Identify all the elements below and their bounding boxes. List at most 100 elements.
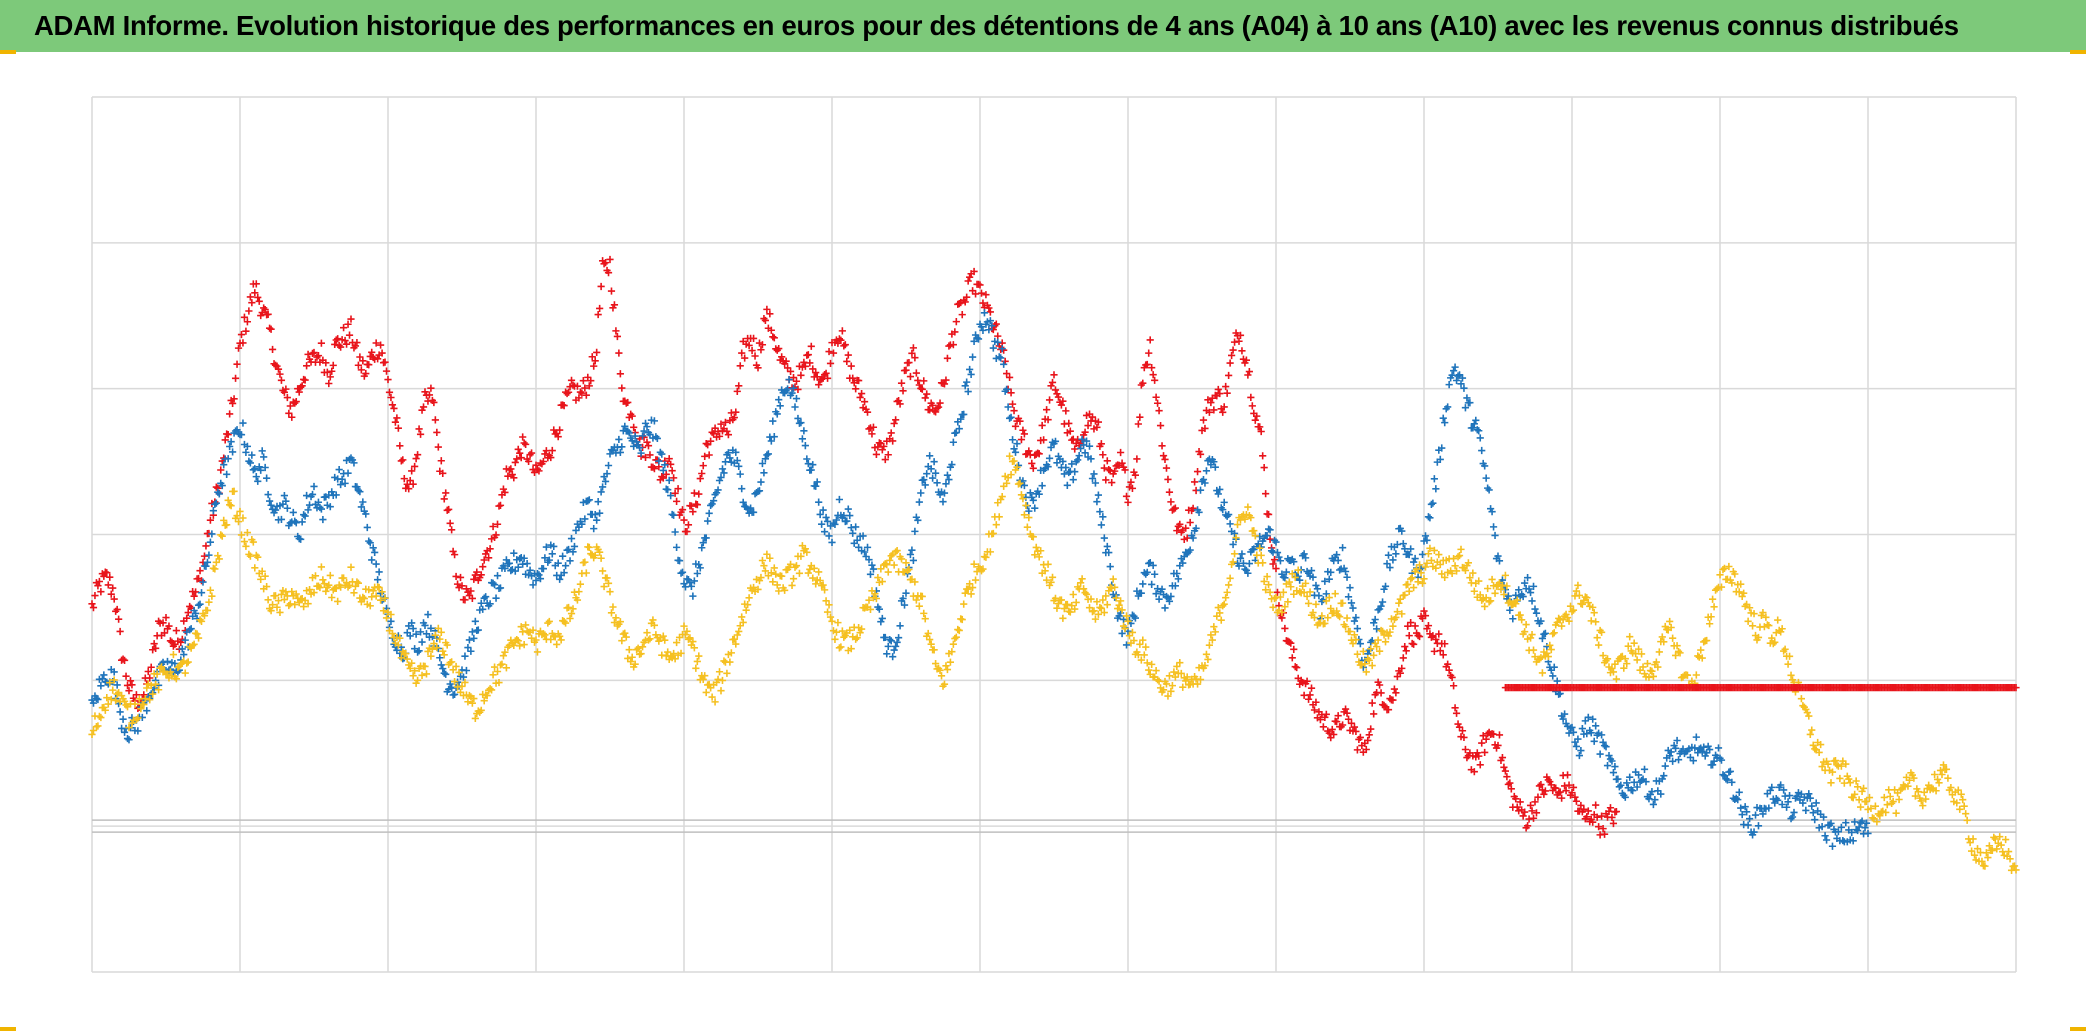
title-bar: ADAM Informe. Evolution historique des p… xyxy=(0,0,2086,52)
series-1-point xyxy=(489,522,497,531)
series-1-point xyxy=(1526,801,1535,810)
series-3-point xyxy=(97,713,105,722)
series-2-point xyxy=(212,499,220,507)
series-2-point xyxy=(1006,414,1014,422)
series-1-point xyxy=(951,328,959,336)
series-2-point xyxy=(1214,490,1222,498)
series-2-point xyxy=(567,535,576,543)
series-1-point xyxy=(415,425,423,433)
series-3-point xyxy=(522,621,530,629)
series-3-point xyxy=(1069,590,1077,599)
series-3-point xyxy=(1963,816,1971,824)
series-3-point xyxy=(1612,675,1620,683)
series-1-point xyxy=(304,350,312,358)
series-1-point xyxy=(646,451,654,459)
series-1-point xyxy=(254,293,262,302)
series-1-point xyxy=(702,439,710,448)
series-3-point xyxy=(1230,550,1239,558)
series-2-point xyxy=(1103,542,1111,551)
series-2-point xyxy=(1661,762,1669,770)
series-1-point xyxy=(115,615,123,623)
series-1-point xyxy=(849,374,857,382)
series-3-point xyxy=(874,573,882,582)
series-3-point xyxy=(240,537,249,546)
series-2-point xyxy=(769,417,777,425)
series-1-point xyxy=(340,324,348,332)
series-1-point xyxy=(1050,371,1058,379)
series-3-point xyxy=(915,602,923,610)
series-1-point xyxy=(618,384,626,392)
series-2-point xyxy=(205,551,213,559)
series-3-point xyxy=(720,657,728,665)
series-1-point xyxy=(754,364,762,372)
series-2-point xyxy=(1450,367,1458,375)
series-3-point xyxy=(609,603,617,611)
series-2-point xyxy=(933,479,941,487)
series-3-point xyxy=(113,690,121,698)
series-2-point xyxy=(197,589,206,597)
series-3-point xyxy=(723,669,731,677)
series-1-point xyxy=(267,325,275,333)
series-2-point xyxy=(1011,448,1020,456)
series-3-point xyxy=(1710,603,1718,611)
series-1-point xyxy=(696,474,704,483)
series-1-point xyxy=(421,388,429,396)
series-2-point xyxy=(1531,605,1539,613)
series-2-point xyxy=(510,549,518,557)
series-1-point xyxy=(1019,426,1027,434)
series-1-point xyxy=(976,281,984,289)
series-3-point xyxy=(1765,621,1773,630)
series-1-point xyxy=(821,371,829,379)
series-1-point xyxy=(921,394,929,402)
series-3-point xyxy=(585,543,593,551)
series-2-point xyxy=(1828,842,1837,850)
series-3-point xyxy=(567,609,576,618)
series-1-point xyxy=(1159,452,1168,460)
series-1-point xyxy=(351,342,360,350)
series-3-point xyxy=(285,601,293,610)
series-1-point xyxy=(1156,421,1165,430)
series-3-point xyxy=(1984,853,1992,862)
series-1-point xyxy=(982,291,990,299)
series-1-point xyxy=(594,310,602,319)
series-3-point xyxy=(1023,523,1031,531)
series-3-point xyxy=(1424,550,1433,558)
corner-accent-top-left xyxy=(0,50,16,54)
series-3-point xyxy=(319,576,327,584)
series-3-point xyxy=(603,574,611,582)
series-3-point xyxy=(643,629,651,637)
series-2-point xyxy=(1615,783,1623,791)
series-2-point xyxy=(280,491,288,500)
series-1-point xyxy=(899,387,907,395)
series-2-point xyxy=(1273,548,1282,557)
series-1-point xyxy=(397,457,405,465)
series-1-point xyxy=(221,436,229,444)
series-3-point xyxy=(1692,671,1700,679)
series-3-point xyxy=(920,609,928,617)
series-1-point xyxy=(596,304,604,313)
series-1-point xyxy=(251,289,259,297)
series-1-point xyxy=(196,567,204,575)
series-3-point xyxy=(726,658,734,666)
series-1-point xyxy=(116,627,124,636)
series-1-point xyxy=(906,372,915,381)
corner-accent-bottom-left xyxy=(0,1027,16,1031)
series-1-point xyxy=(378,349,386,357)
series-1-point xyxy=(1476,761,1484,769)
series-1-point xyxy=(673,497,681,505)
series-1-point xyxy=(1038,421,1046,430)
series-1-point xyxy=(856,393,864,401)
series-2-point xyxy=(1432,485,1440,493)
series-1-point xyxy=(865,425,873,433)
series-1-point xyxy=(329,361,337,369)
series-1-point xyxy=(1097,440,1105,448)
series-1-point xyxy=(590,362,598,370)
series-1-point xyxy=(573,382,582,390)
corner-accent-top-right xyxy=(2070,50,2086,54)
series-1-point xyxy=(912,369,920,377)
series-1-point xyxy=(331,340,339,349)
series-1-point xyxy=(409,480,417,488)
series-2-point xyxy=(1441,419,1449,427)
series-1-point xyxy=(301,376,309,384)
series-2-point xyxy=(789,384,798,392)
